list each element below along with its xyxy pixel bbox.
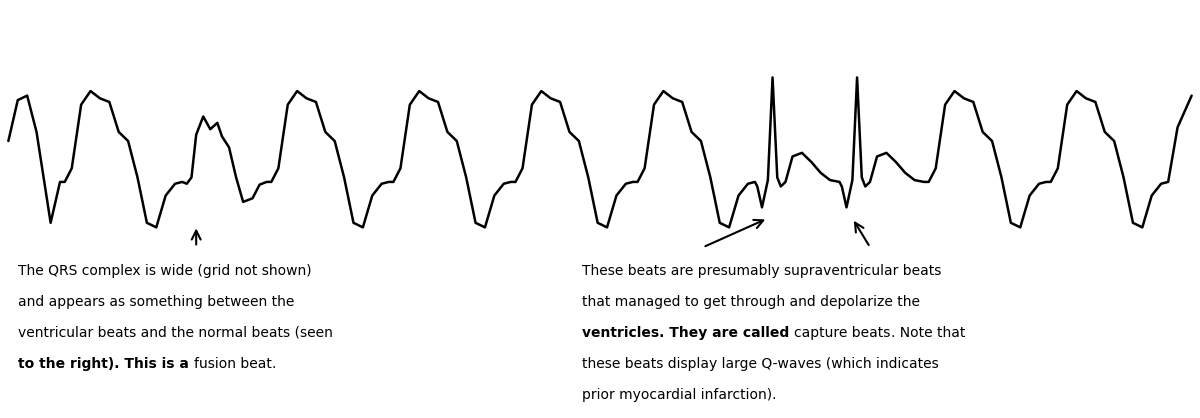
Text: capture beats: capture beats (794, 326, 890, 340)
Text: .: . (271, 357, 276, 371)
Text: fusion beat: fusion beat (193, 357, 271, 371)
Text: to the right). This is a: to the right). This is a (18, 357, 193, 371)
Text: ventricles. They are called: ventricles. They are called (582, 326, 794, 340)
Text: these beats display large Q-waves (which indicates: these beats display large Q-waves (which… (582, 357, 938, 371)
Text: ventricular beats and the normal beats (seen: ventricular beats and the normal beats (… (18, 326, 332, 340)
Text: that managed to get through and depolarize the: that managed to get through and depolari… (582, 295, 920, 309)
Text: These beats are presumably supraventricular beats: These beats are presumably supraventricu… (582, 264, 942, 278)
Text: and appears as something between the: and appears as something between the (18, 295, 294, 309)
Text: Ventricular tachycardia with fusion beats and capture beats: Ventricular tachycardia with fusion beat… (14, 22, 496, 37)
Text: prior myocardial infarction).: prior myocardial infarction). (582, 388, 776, 402)
Text: The QRS complex is wide (grid not shown): The QRS complex is wide (grid not shown) (18, 264, 312, 278)
Text: . Note that: . Note that (890, 326, 965, 340)
